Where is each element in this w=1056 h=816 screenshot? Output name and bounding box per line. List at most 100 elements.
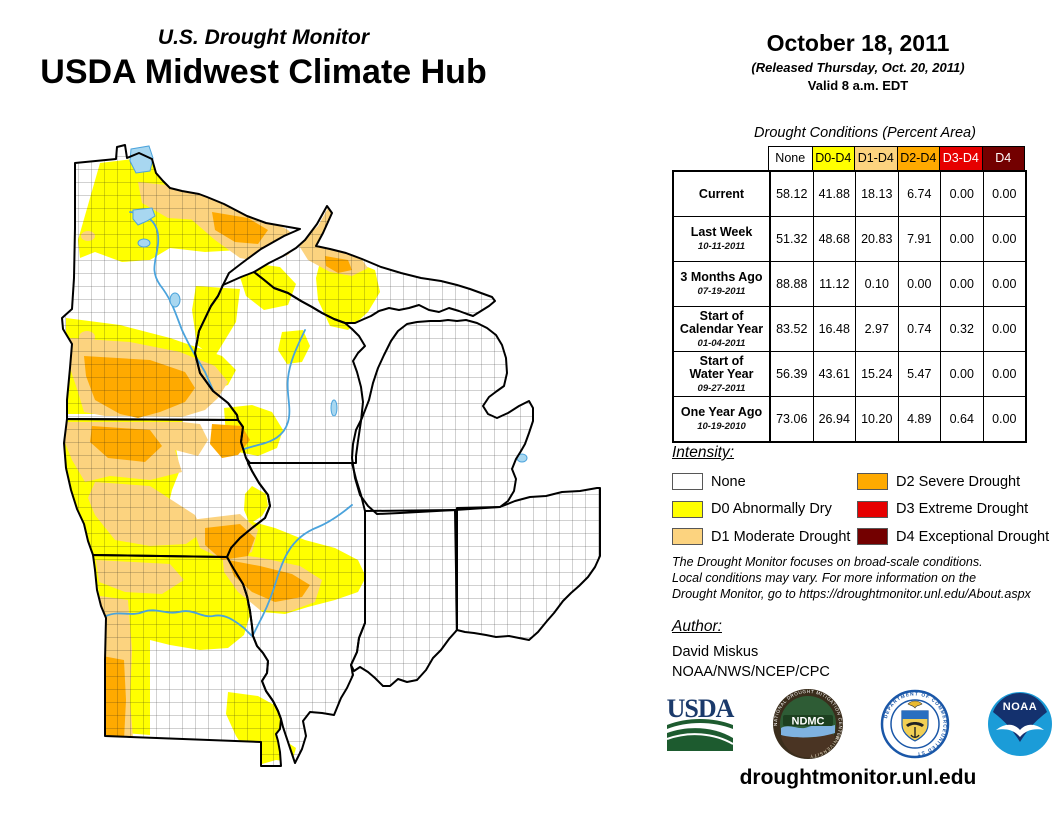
column-header: D0-D4 [811,147,854,170]
value-cell: 73.06 [770,397,813,441]
column-header: D3-D4 [939,147,982,170]
value-cell: 88.88 [770,262,813,306]
illinois [226,462,366,764]
value-cell: 2.97 [855,307,898,351]
disclaimer-line: The Drought Monitor focuses on broad-sca… [672,555,983,569]
legend-label: D0 Abnormally Dry [711,501,832,518]
wisconsin [194,271,366,464]
value-cell: 0.00 [982,352,1026,396]
table-row: Last Week 10-11-2011 51.32 48.68 20.83 7.91 0.… [674,217,1025,262]
value-cell: 0.00 [982,397,1026,441]
table-title: Drought Conditions (Percent Area) [754,125,976,141]
wisconsin-river [243,329,306,450]
legend-item: None [672,468,857,496]
legend-label: D3 Extreme Drought [896,501,1029,518]
ndmc-logo: NDMC NATIONAL DROUGHT MITIGATION CENTER … [772,688,843,759]
value-cell: 43.61 [812,352,856,396]
author-name: David Miskus [672,644,759,660]
release-date: (Released Thursday, Oct. 20, 2011) [751,60,965,75]
mississippi-river [129,211,214,391]
value-cell: 0.00 [940,217,983,261]
legend-swatch-d2 [857,473,888,491]
noaa-logo-text: NOAA [1003,701,1037,713]
value-cell: 0.00 [982,262,1026,306]
legend-swatch-d1 [672,528,703,546]
row-label: Current [674,172,770,216]
program-title: U.S. Drought Monitor [157,26,370,49]
disclaimer: The Drought Monitor focuses on broad-sca… [672,554,1031,602]
leech-lake [137,238,151,248]
usda-logo-text: USDA [667,695,735,723]
page-title: USDA Midwest Climate Hub [40,53,487,91]
legend-label: D2 Severe Drought [896,473,1021,490]
value-cell: 0.74 [897,307,941,351]
legend-item: D4 Exceptional Drought [857,523,1056,551]
missouri [92,554,282,767]
indiana [350,509,458,687]
value-cell: 0.00 [940,352,983,396]
legend-item: D1 Moderate Drought [672,523,857,551]
value-cell: 7.91 [897,217,941,261]
row-label: 3 Months Ago 07-19-2011 [674,262,770,306]
ndmc-logo-text: NDMC [792,716,825,728]
value-cell: 0.00 [940,172,983,216]
mille-lacs-lake [169,292,181,308]
map-date: October 18, 2011 [766,30,950,56]
header-left: U.S. Drought Monitor USDA Midwest Climat… [0,26,527,91]
valid-time: Valid 8 a.m. EDT [807,78,909,93]
value-cell: 10.20 [855,397,898,441]
missouri-river [105,609,253,637]
state-borders [61,144,601,767]
legend-swatch-d4 [857,528,888,546]
ohio [456,487,601,641]
table-row: Current 58.12 41.88 18.13 6.74 0.00 0.00 [674,172,1025,217]
legend-item: D2 Severe Drought [857,468,1056,496]
legend-swatch-d0 [672,500,703,518]
legend-label: D1 Moderate Drought [711,528,851,545]
value-cell: 0.00 [940,262,983,306]
legend-title: Intensity: [672,444,735,461]
row-label: Start of Water Year 09-27-2011 [674,352,770,396]
column-header: None [769,147,812,170]
legend-item: D0 Abnormally Dry [672,496,857,524]
legend-label: D4 Exceptional Drought [896,528,1050,545]
michigan-lower-peninsula [351,319,534,515]
author-title: Author: [672,618,722,635]
row-label: One Year Ago 10-19-2010 [674,397,770,441]
table-row: One Year Ago 10-19-2010 73.06 26.94 10.20 4.8… [674,397,1025,441]
value-cell: 18.13 [855,172,898,216]
lake-of-the-woods [129,145,154,174]
table-body: Current 58.12 41.88 18.13 6.74 0.00 0.00 Last W… [672,170,1027,443]
legend-swatch-none [672,473,703,491]
row-label: Last Week 10-11-2011 [674,217,770,261]
value-cell: 0.32 [940,307,983,351]
usda-logo: USDA [667,695,736,751]
lakes [129,145,528,463]
noaa-logo: NOAA [988,692,1052,756]
author-org: NOAA/NWS/NCEP/CPC [672,664,830,680]
value-cell: 6.74 [897,172,941,216]
table-row: Start of Water Year 09-27-2011 56.39 43.61 1… [674,352,1025,397]
value-cell: 20.83 [855,217,898,261]
disclaimer-line: Drought Monitor, go to https://droughtmo… [672,587,1031,601]
value-cell: 16.48 [812,307,856,351]
commerce-seal-logo: DEPARTMENT OF COMMERCE UNITED STATES OF … [880,689,950,759]
value-cell: 0.00 [897,262,941,306]
footer-url: droughtmonitor.unl.edu [739,766,977,789]
value-cell: 83.52 [770,307,813,351]
legend-item: D3 Extreme Drought [857,496,1056,524]
value-cell: 58.12 [770,172,813,216]
value-cell: 56.39 [770,352,813,396]
table-row: 3 Months Ago 07-19-2011 88.88 11.12 0.10 0.00… [674,262,1025,307]
value-cell: 15.24 [855,352,898,396]
value-cell: 0.00 [982,307,1026,351]
value-cell: 0.00 [982,217,1026,261]
minnesota [61,144,301,421]
value-cell: 26.94 [812,397,856,441]
value-cell: 51.32 [770,217,813,261]
agency-logos: USDA NDMC NATIONAL DROUGHT MITIGATION CE… [664,688,1054,760]
lake-winnebago [330,399,338,417]
column-header: D4 [981,147,1024,170]
lake-st-clair [516,453,528,463]
